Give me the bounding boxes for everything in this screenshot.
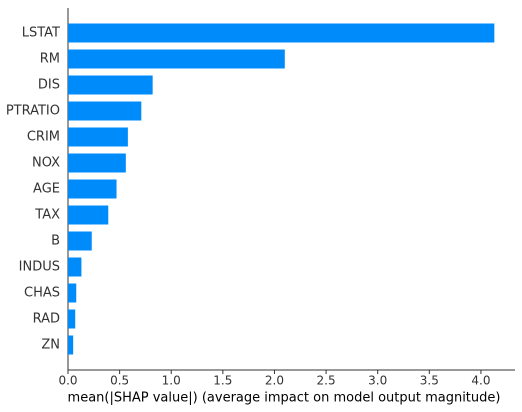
y-tick-label: AGE — [33, 182, 60, 197]
x-tick-label: 4.0 — [471, 374, 490, 388]
y-tick-label: RAD — [33, 312, 60, 327]
y-tick-label: RM — [40, 52, 60, 67]
x-tick-label: 0.0 — [58, 374, 77, 388]
x-tick-label: 2.0 — [265, 374, 284, 388]
bar — [68, 205, 109, 225]
bar — [68, 179, 117, 199]
y-tick-label: PTRATIO — [6, 104, 60, 119]
bar — [68, 23, 495, 43]
bar — [68, 283, 77, 303]
bar — [68, 309, 76, 329]
y-tick-label: DIS — [38, 78, 60, 93]
bar — [68, 153, 126, 173]
y-tick-label: INDUS — [19, 260, 60, 275]
bar — [68, 231, 92, 251]
y-tick-label: TAX — [34, 208, 60, 223]
y-tick-label: LSTAT — [22, 26, 60, 41]
bar — [68, 75, 153, 95]
x-axis-label: mean(|SHAP value|) (average impact on mo… — [68, 391, 501, 406]
y-tick-label: ZN — [41, 338, 60, 353]
x-tick-label: 2.5 — [317, 374, 336, 388]
x-tick-label: 3.5 — [420, 374, 439, 388]
y-tick-label: B — [51, 234, 60, 249]
y-tick-label: NOX — [32, 156, 60, 171]
x-tick-label: 1.0 — [162, 374, 181, 388]
bar — [68, 127, 128, 147]
bar — [68, 335, 74, 355]
y-tick-label: CHAS — [24, 286, 60, 301]
bar — [68, 257, 82, 277]
bar — [68, 101, 142, 121]
x-tick-label: 3.0 — [368, 374, 387, 388]
x-tick-label: 1.5 — [213, 374, 232, 388]
x-tick-label: 0.5 — [110, 374, 129, 388]
bar — [68, 49, 285, 69]
y-tick-label: CRIM — [27, 130, 60, 145]
